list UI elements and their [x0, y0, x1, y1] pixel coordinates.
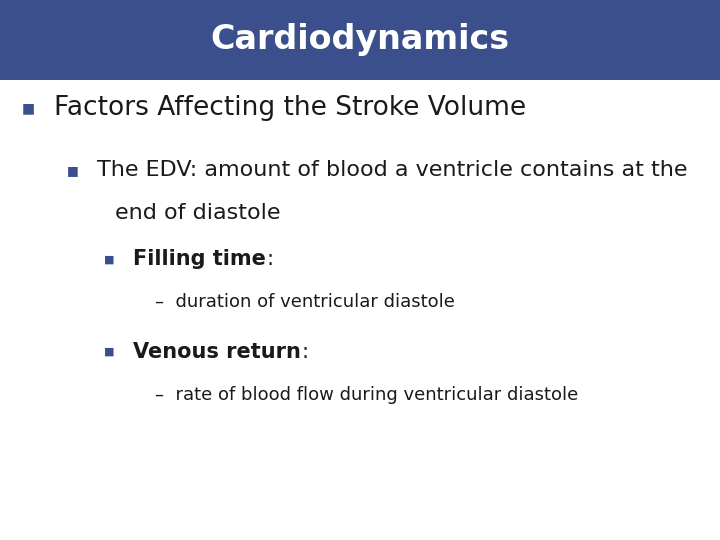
Text: ■: ■	[104, 254, 115, 264]
Text: :: :	[301, 342, 308, 362]
Text: Venous return: Venous return	[133, 342, 301, 362]
Text: –  duration of ventricular diastole: – duration of ventricular diastole	[155, 293, 454, 312]
Text: Cardiodynamics: Cardiodynamics	[210, 23, 510, 57]
Bar	[0, 0, 720, 80]
Text: ■: ■	[67, 164, 78, 177]
Text: end of diastole: end of diastole	[115, 203, 281, 224]
Text: ■: ■	[22, 101, 35, 115]
Text: :: :	[266, 249, 273, 269]
Text: The EDV: amount of blood a ventricle contains at the: The EDV: amount of blood a ventricle con…	[97, 160, 688, 180]
Text: Filling time: Filling time	[133, 249, 266, 269]
Text: Factors Affecting the Stroke Volume: Factors Affecting the Stroke Volume	[54, 95, 526, 121]
Text: –  rate of blood flow during ventricular diastole: – rate of blood flow during ventricular …	[155, 386, 578, 404]
Text: ■: ■	[104, 347, 115, 357]
